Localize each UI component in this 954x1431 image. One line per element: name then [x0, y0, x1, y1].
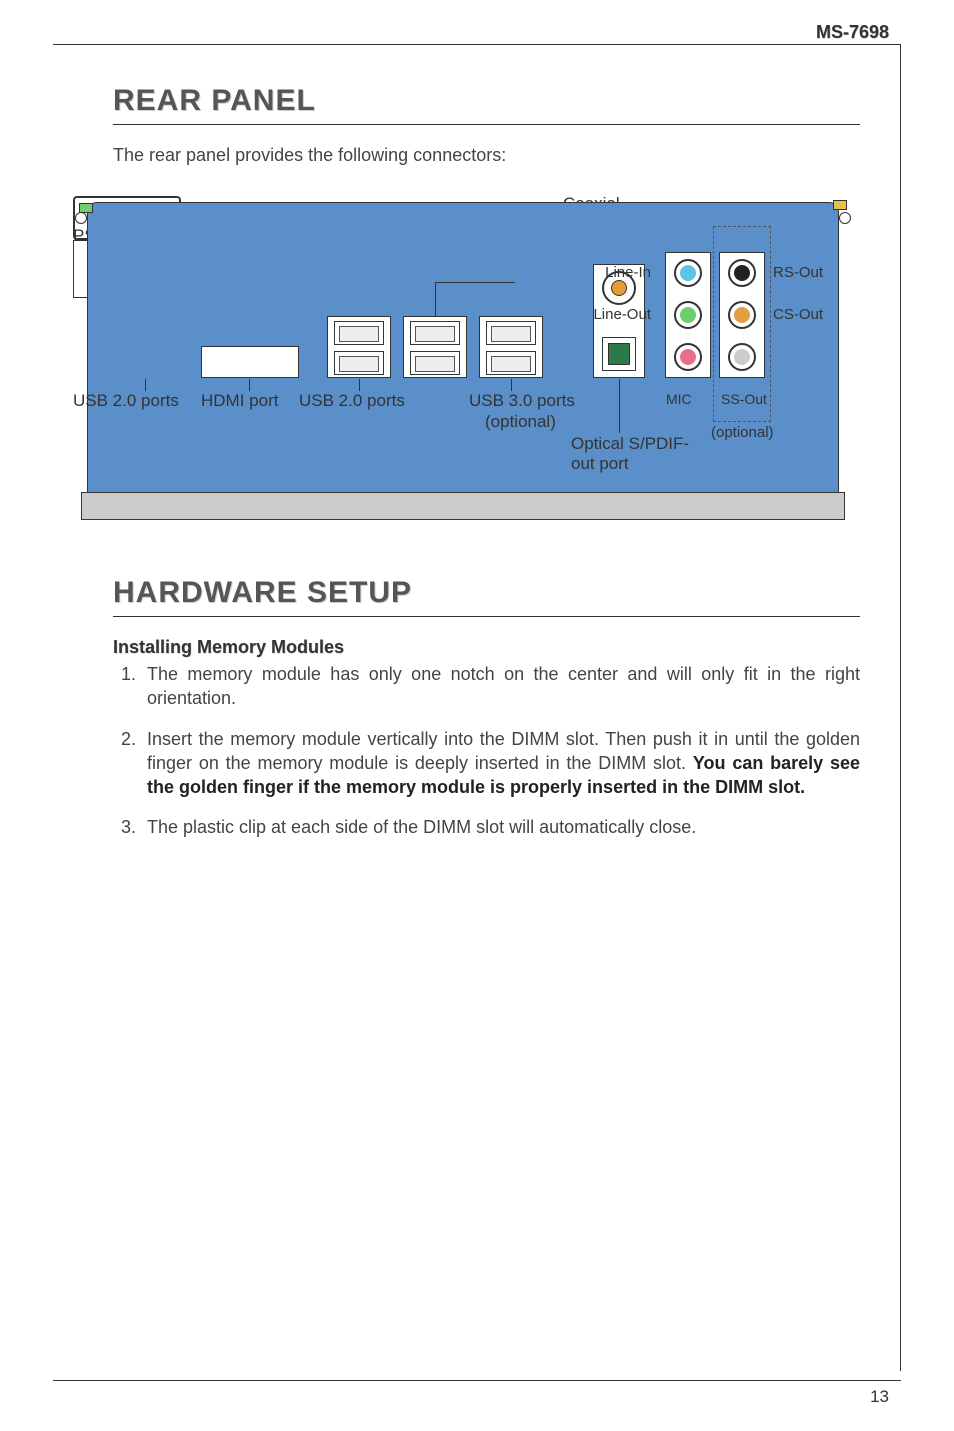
list-item: The plastic clip at each side of the DIM…	[141, 815, 860, 839]
usb-port-icon	[334, 351, 384, 375]
usb-port-icon	[410, 351, 460, 375]
usb-slot	[491, 356, 531, 372]
usb-port-icon	[410, 321, 460, 345]
model-label: MS-7698	[816, 22, 889, 43]
label-optical: Optical S/PDIF-out port	[571, 434, 691, 474]
label-line-out: Line-Out	[581, 306, 651, 323]
mic-jack-icon	[674, 343, 702, 371]
usb-slot	[415, 326, 455, 342]
label-ss-optional: (optional)	[711, 424, 774, 441]
jack-inner	[680, 265, 696, 281]
leader-line	[359, 379, 360, 391]
usb-block	[327, 316, 391, 378]
hardware-setup-heading: HARDWARE SETUP	[113, 576, 860, 610]
coax-center	[611, 280, 627, 296]
rear-panel-diagram: PS/2 mouse/ keyboard VGA port LAN USB 2.…	[73, 196, 853, 526]
installing-memory-subheading: Installing Memory Modules	[113, 637, 860, 658]
optical-inner	[608, 343, 630, 365]
usb-slot	[339, 326, 379, 342]
step-text: The plastic clip at each side of the DIM…	[147, 817, 696, 837]
usb-port-icon	[334, 321, 384, 345]
label-cs-out: CS-Out	[773, 306, 823, 323]
usb3-block	[479, 316, 543, 378]
usb-slot	[339, 356, 379, 372]
page-number: 13	[870, 1387, 889, 1407]
label-usb20-bottom2: USB 2.0 ports	[299, 391, 405, 411]
rear-panel-intro: The rear panel provides the following co…	[113, 145, 860, 166]
lan-connector	[81, 492, 845, 520]
jack-inner	[680, 349, 696, 365]
label-usb30-optional: (optional)	[485, 412, 556, 432]
section-rule	[113, 616, 860, 617]
leader-line	[435, 282, 515, 283]
content-area: REAR PANEL The rear panel provides the f…	[53, 44, 901, 1371]
lan-led-left	[79, 203, 93, 213]
leader-line	[511, 379, 512, 391]
label-line-in: Line-In	[591, 264, 651, 281]
usb-port-icon	[486, 321, 536, 345]
label-usb20-bottom1: USB 2.0 ports	[73, 391, 179, 411]
usb-port-icon	[486, 351, 536, 375]
list-item: Insert the memory module vertically into…	[141, 727, 860, 800]
step-text: The memory module has only one notch on …	[147, 664, 860, 708]
label-hdmi: HDMI port	[201, 391, 278, 411]
label-mic: MIC	[666, 391, 692, 407]
audio-block-left	[665, 252, 711, 378]
optical-port-icon	[602, 337, 636, 371]
leader-line	[619, 379, 620, 433]
usb-slot	[415, 356, 455, 372]
usb-block	[403, 316, 467, 378]
spacer	[113, 526, 860, 576]
leader-line	[435, 282, 436, 316]
line-in-jack-icon	[674, 259, 702, 287]
list-item: The memory module has only one notch on …	[141, 662, 860, 711]
line-out-jack-icon	[674, 301, 702, 329]
lan-leds	[79, 200, 847, 214]
usb-slot	[491, 326, 531, 342]
lan-led-right	[833, 200, 847, 210]
leader-line	[145, 379, 146, 391]
memory-steps-list: The memory module has only one notch on …	[141, 662, 860, 840]
label-usb30: USB 3.0 ports	[469, 391, 575, 411]
jack-inner	[680, 307, 696, 323]
leader-line	[249, 379, 250, 391]
footer-rule	[53, 1380, 901, 1381]
section-rule	[113, 124, 860, 125]
page: MS-7698 REAR PANEL The rear panel provid…	[0, 0, 954, 1431]
label-rs-out: RS-Out	[773, 264, 823, 281]
rear-panel-heading: REAR PANEL	[113, 84, 860, 118]
hdmi-housing	[201, 346, 299, 378]
label-ss-out: SS-Out	[721, 391, 767, 407]
